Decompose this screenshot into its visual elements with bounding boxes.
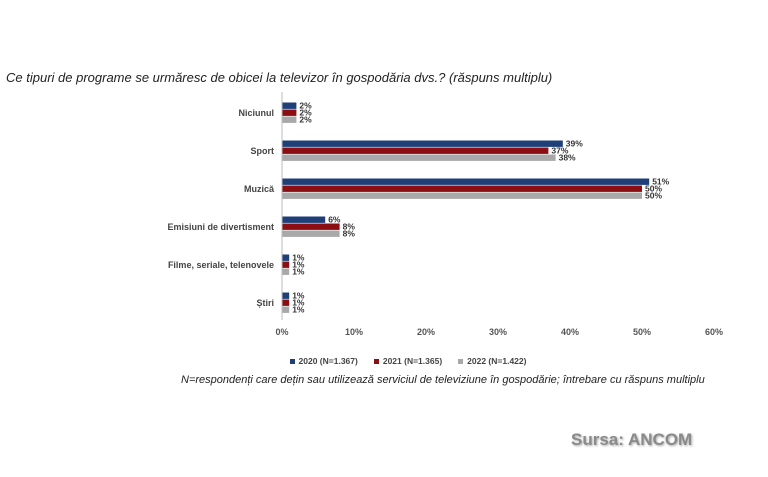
- bar: [282, 223, 340, 230]
- category-label: Sport: [251, 146, 275, 156]
- bar: [282, 299, 290, 306]
- legend-item: 2021 (N=1.365): [373, 356, 443, 366]
- tick-label: 20%: [417, 327, 435, 337]
- bar: [282, 116, 297, 123]
- data-label: 50%: [645, 184, 662, 194]
- data-label: 39%: [566, 139, 583, 149]
- bar: [282, 147, 549, 154]
- legend-swatch: [373, 358, 379, 364]
- legend-swatch: [458, 358, 464, 364]
- bar: [282, 109, 297, 116]
- x-tick-labels: 0% 10% 20% 30% 40% 50% 60%: [275, 327, 723, 337]
- data-label: 8%: [343, 229, 356, 239]
- bar: [282, 140, 563, 147]
- bar: [282, 230, 340, 237]
- footnote: N=respondenți care dețin sau utilizează …: [181, 374, 705, 386]
- tick-label: 0%: [275, 327, 288, 337]
- data-label: 1%: [292, 298, 305, 308]
- data-label: 38%: [559, 153, 576, 163]
- data-label: 2%: [299, 108, 312, 118]
- data-label: 2%: [299, 101, 312, 111]
- tick-label: 10%: [345, 327, 363, 337]
- bar: [282, 216, 326, 223]
- data-label: 6%: [328, 215, 341, 225]
- category-label: Niciunul: [239, 108, 275, 118]
- data-label: 1%: [292, 260, 305, 270]
- data-label: 8%: [343, 222, 356, 232]
- tick-label: 30%: [489, 327, 507, 337]
- bar: [282, 306, 290, 313]
- bar: [282, 154, 556, 161]
- data-label: 50%: [645, 191, 662, 201]
- bar: [282, 192, 642, 199]
- legend-label: 2022 (N=1.422): [467, 356, 527, 366]
- tick-label: 40%: [561, 327, 579, 337]
- legend-item: 2022 (N=1.422): [458, 356, 526, 366]
- category-labels: Niciunul Sport Muzică Emisiuni de divertism…: [167, 108, 275, 308]
- bar-chart: Niciunul Sport Muzică Emisiuni de divertism…: [167, 92, 723, 337]
- bar: [282, 102, 297, 109]
- value-labels: 2%2%2%39%37%38%51%50%50%6%8%8%1%1%1%1%1%…: [292, 101, 669, 315]
- bar: [282, 268, 290, 275]
- chart-question: Ce tipuri de programe se urmăresc de obi…: [6, 70, 553, 85]
- data-label: 1%: [292, 253, 305, 263]
- bar: [282, 254, 290, 261]
- data-label: 2%: [299, 115, 312, 125]
- legend: 2020 (N=1.367) 2021 (N=1.365) 2022 (N=1.42…: [0, 356, 768, 366]
- legend-label: 2020 (N=1.367): [298, 356, 358, 366]
- bar: [282, 185, 642, 192]
- bar: [282, 178, 650, 185]
- legend-label: 2021 (N=1.365): [382, 356, 443, 366]
- data-label: 1%: [292, 267, 305, 277]
- tick-label: 60%: [705, 327, 723, 337]
- data-label: 37%: [551, 146, 568, 156]
- category-label: Filme, seriale, telenovele: [168, 260, 274, 270]
- tick-label: 50%: [633, 327, 651, 337]
- category-label: Știri: [256, 298, 274, 308]
- bars: [282, 102, 650, 313]
- data-label: 1%: [292, 291, 305, 301]
- bar: [282, 292, 290, 299]
- data-label: 1%: [292, 305, 305, 315]
- legend-item: 2020 (N=1.367): [289, 356, 358, 366]
- legend-swatch: [289, 358, 295, 364]
- data-label: 51%: [652, 177, 669, 187]
- category-label: Muzică: [244, 184, 275, 194]
- source-label: Sursa: ANCOM: [571, 430, 693, 449]
- bar: [282, 261, 290, 268]
- category-label: Emisiuni de divertisment: [167, 222, 274, 232]
